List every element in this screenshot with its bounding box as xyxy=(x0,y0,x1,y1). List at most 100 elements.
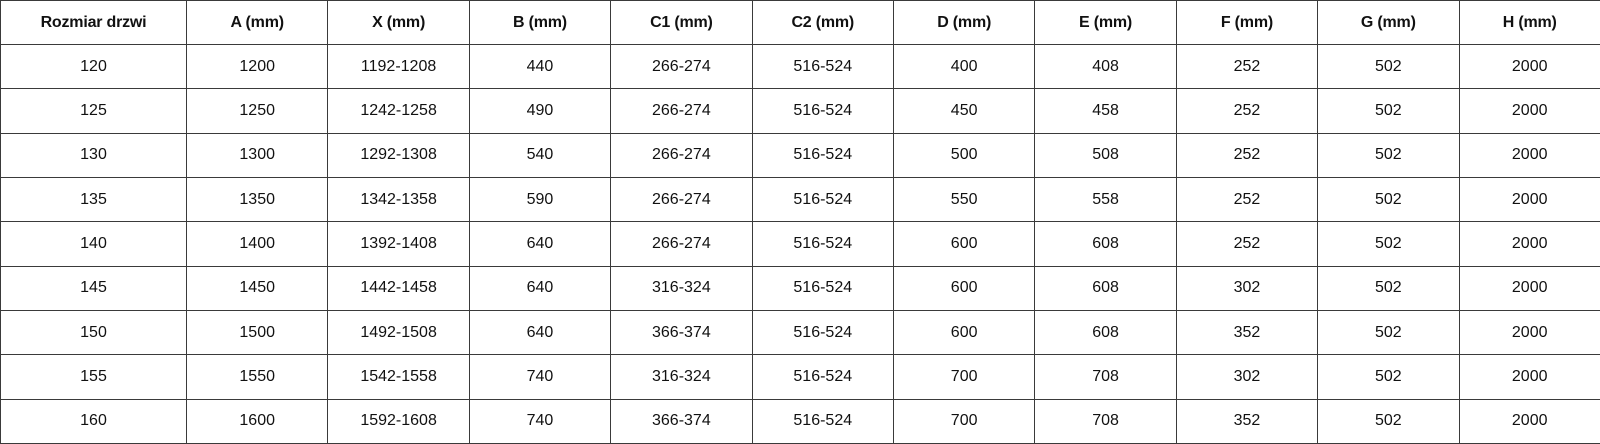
table-cell: 1592-1608 xyxy=(327,398,470,444)
table-cell: 125 xyxy=(0,88,187,134)
table-cell: 640 xyxy=(468,221,612,267)
table-cell: 1342-1358 xyxy=(327,176,470,223)
column-header: C2 (mm) xyxy=(751,0,894,45)
column-header: B (mm) xyxy=(468,0,612,45)
table-cell: 502 xyxy=(1317,354,1460,400)
table-row: 145 1450 1442-1458 640 316-324 516-524 600 608 3… xyxy=(0,265,1600,311)
table-cell: 608 xyxy=(1034,265,1177,311)
table-cell: 1450 xyxy=(185,265,329,311)
table-cell: 516-524 xyxy=(751,176,894,223)
table-cell: 352 xyxy=(1175,398,1319,444)
table-cell: 502 xyxy=(1317,43,1460,90)
table-cell: 1442-1458 xyxy=(327,265,470,311)
table-cell: 266-274 xyxy=(610,176,753,223)
table-cell: 1492-1508 xyxy=(327,309,470,356)
table-cell: 740 xyxy=(468,354,612,400)
table-cell: 516-524 xyxy=(751,88,894,134)
table-cell: 2000 xyxy=(1458,88,1600,134)
table-cell: 145 xyxy=(0,265,187,311)
table-cell: 2000 xyxy=(1458,265,1600,311)
table-cell: 502 xyxy=(1317,309,1460,356)
header-row: Rozmiar drzwi A (mm) X (mm) B (mm) C1 (mm) C2… xyxy=(0,0,1600,45)
table-cell: 2000 xyxy=(1458,43,1600,90)
column-header: F (mm) xyxy=(1175,0,1319,45)
table-cell: 366-374 xyxy=(610,398,753,444)
table-cell: 140 xyxy=(0,221,187,267)
table-cell: 708 xyxy=(1034,398,1177,444)
table-cell: 440 xyxy=(468,43,612,90)
table-row: 130 1300 1292-1308 540 266-274 516-524 500 508 2… xyxy=(0,132,1600,178)
table-cell: 1600 xyxy=(185,398,329,444)
table-cell: 608 xyxy=(1034,309,1177,356)
table-cell: 2000 xyxy=(1458,132,1600,178)
table-cell: 1242-1258 xyxy=(327,88,470,134)
column-header: G (mm) xyxy=(1317,0,1460,45)
table-cell: 2000 xyxy=(1458,176,1600,223)
table-cell: 252 xyxy=(1175,221,1319,267)
table-cell: 1192-1208 xyxy=(327,43,470,90)
table-cell: 516-524 xyxy=(751,43,894,90)
column-header: E (mm) xyxy=(1034,0,1177,45)
table-cell: 1392-1408 xyxy=(327,221,470,267)
table-cell: 266-274 xyxy=(610,221,753,267)
table-cell: 1200 xyxy=(185,43,329,90)
table-cell: 700 xyxy=(892,398,1036,444)
table-cell: 458 xyxy=(1034,88,1177,134)
table-cell: 516-524 xyxy=(751,132,894,178)
table-cell: 302 xyxy=(1175,354,1319,400)
column-header: Rozmiar drzwi xyxy=(0,0,187,45)
table-cell: 400 xyxy=(892,43,1036,90)
table-cell: 2000 xyxy=(1458,398,1600,444)
table-cell: 252 xyxy=(1175,176,1319,223)
table-cell: 600 xyxy=(892,309,1036,356)
table-row: 160 1600 1592-1608 740 366-374 516-524 700 708 3… xyxy=(0,398,1600,444)
table-cell: 1300 xyxy=(185,132,329,178)
table-cell: 2000 xyxy=(1458,354,1600,400)
table-cell: 155 xyxy=(0,354,187,400)
table-cell: 1350 xyxy=(185,176,329,223)
table-cell: 1550 xyxy=(185,354,329,400)
table-cell: 516-524 xyxy=(751,265,894,311)
column-header: D (mm) xyxy=(892,0,1036,45)
table-cell: 640 xyxy=(468,265,612,311)
table-cell: 2000 xyxy=(1458,221,1600,267)
table-cell: 540 xyxy=(468,132,612,178)
table-cell: 2000 xyxy=(1458,309,1600,356)
table-row: 125 1250 1242-1258 490 266-274 516-524 450 458 2… xyxy=(0,88,1600,134)
table-cell: 516-524 xyxy=(751,354,894,400)
table-cell: 502 xyxy=(1317,176,1460,223)
table-cell: 502 xyxy=(1317,221,1460,267)
table-cell: 450 xyxy=(892,88,1036,134)
table-cell: 516-524 xyxy=(751,221,894,267)
table-cell: 1250 xyxy=(185,88,329,134)
table-row: 135 1350 1342-1358 590 266-274 516-524 550 558 2… xyxy=(0,176,1600,223)
table-cell: 502 xyxy=(1317,88,1460,134)
table-cell: 352 xyxy=(1175,309,1319,356)
column-header: A (mm) xyxy=(185,0,329,45)
table-cell: 740 xyxy=(468,398,612,444)
table-cell: 590 xyxy=(468,176,612,223)
table-cell: 600 xyxy=(892,221,1036,267)
table-cell: 708 xyxy=(1034,354,1177,400)
table-cell: 266-274 xyxy=(610,132,753,178)
column-header: X (mm) xyxy=(327,0,470,45)
column-header: H (mm) xyxy=(1458,0,1600,45)
table-cell: 502 xyxy=(1317,398,1460,444)
table-cell: 608 xyxy=(1034,221,1177,267)
table-cell: 316-324 xyxy=(610,265,753,311)
table-cell: 266-274 xyxy=(610,43,753,90)
table-cell: 508 xyxy=(1034,132,1177,178)
table-cell: 700 xyxy=(892,354,1036,400)
table-cell: 1542-1558 xyxy=(327,354,470,400)
table-row: 120 1200 1192-1208 440 266-274 516-524 400 408 2… xyxy=(0,43,1600,90)
table-cell: 266-274 xyxy=(610,88,753,134)
table-cell: 252 xyxy=(1175,88,1319,134)
table-cell: 130 xyxy=(0,132,187,178)
table-row: 155 1550 1542-1558 740 316-324 516-524 700 708 3… xyxy=(0,354,1600,400)
table-cell: 640 xyxy=(468,309,612,356)
table-cell: 1292-1308 xyxy=(327,132,470,178)
table-cell: 516-524 xyxy=(751,398,894,444)
table-cell: 252 xyxy=(1175,43,1319,90)
table-cell: 600 xyxy=(892,265,1036,311)
